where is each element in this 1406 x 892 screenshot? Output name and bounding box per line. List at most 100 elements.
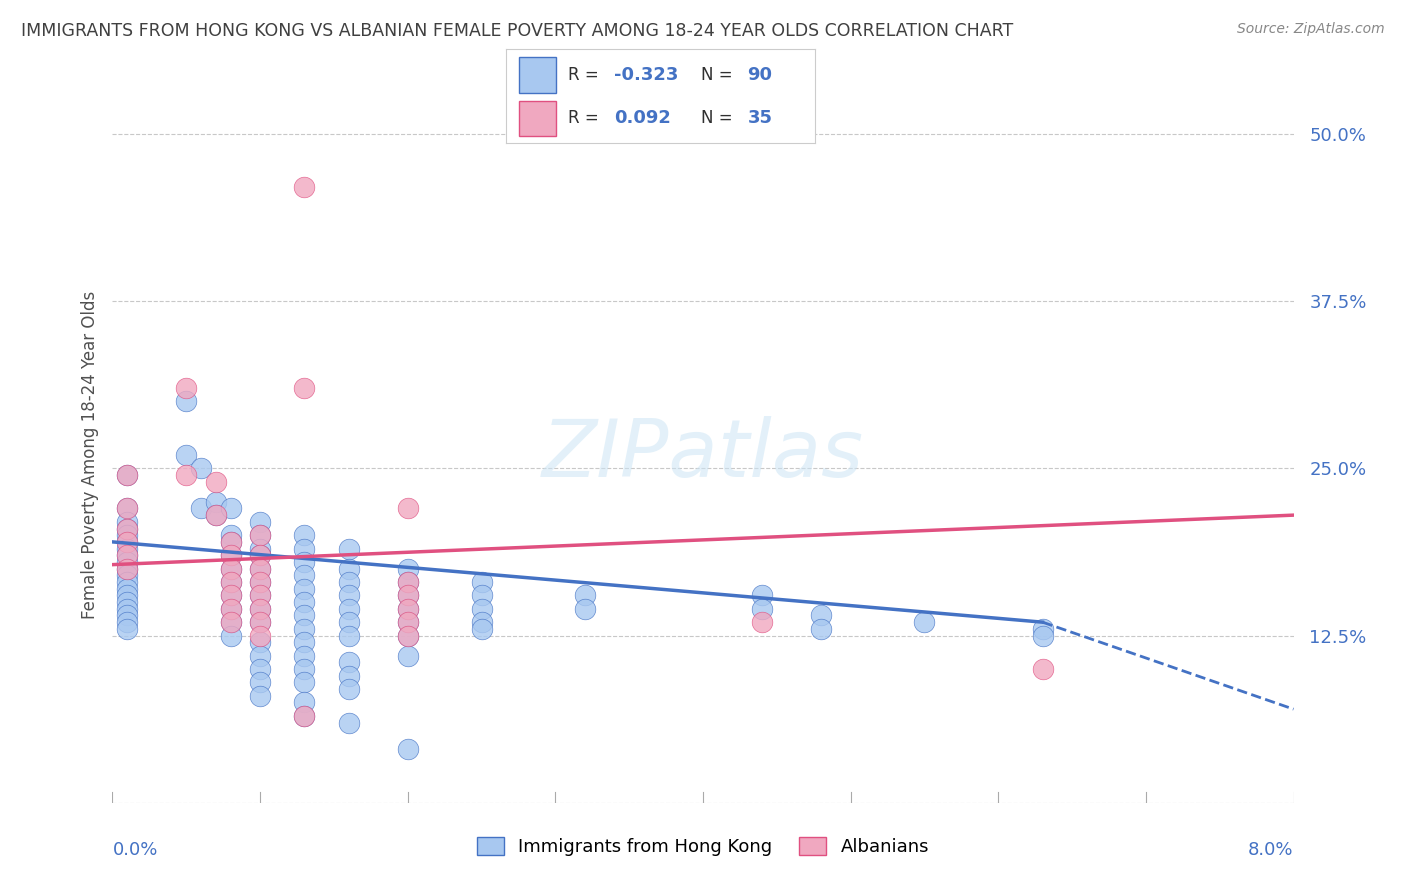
Point — [249, 562, 271, 576]
Point — [249, 515, 271, 529]
FancyBboxPatch shape — [519, 57, 555, 93]
Point — [117, 541, 138, 556]
Point — [117, 622, 138, 636]
Point — [249, 602, 271, 616]
Point — [396, 615, 419, 630]
Text: N =: N = — [702, 110, 738, 128]
Point — [337, 655, 360, 669]
Point — [174, 448, 197, 462]
Point — [337, 589, 360, 603]
Point — [249, 662, 271, 676]
Point — [292, 708, 315, 723]
Point — [810, 622, 832, 636]
Point — [219, 535, 242, 549]
Point — [117, 501, 138, 516]
Point — [337, 615, 360, 630]
Point — [396, 575, 419, 590]
Point — [190, 501, 212, 516]
Point — [292, 180, 315, 194]
Point — [396, 628, 419, 642]
Point — [219, 501, 242, 516]
Point — [219, 575, 242, 590]
Point — [810, 608, 832, 623]
Point — [751, 602, 773, 616]
Point — [249, 602, 271, 616]
Text: ZIPatlas: ZIPatlas — [541, 416, 865, 494]
Point — [574, 602, 596, 616]
Point — [219, 548, 242, 563]
Point — [117, 595, 138, 609]
Legend: Immigrants from Hong Kong, Albanians: Immigrants from Hong Kong, Albanians — [470, 830, 936, 863]
Point — [219, 589, 242, 603]
Point — [219, 562, 242, 576]
Point — [337, 715, 360, 730]
Point — [396, 628, 419, 642]
Text: Source: ZipAtlas.com: Source: ZipAtlas.com — [1237, 22, 1385, 37]
Point — [174, 381, 197, 395]
Point — [117, 562, 138, 576]
Point — [396, 562, 419, 576]
Point — [337, 681, 360, 696]
Point — [249, 675, 271, 690]
Point — [117, 548, 138, 563]
Point — [471, 602, 494, 616]
Text: R =: R = — [568, 66, 605, 84]
Point — [292, 662, 315, 676]
Point — [292, 582, 315, 596]
Point — [292, 608, 315, 623]
Point — [292, 541, 315, 556]
Text: N =: N = — [702, 66, 738, 84]
Point — [249, 548, 271, 563]
Point — [249, 528, 271, 542]
Point — [117, 582, 138, 596]
Y-axis label: Female Poverty Among 18-24 Year Olds: Female Poverty Among 18-24 Year Olds — [80, 291, 98, 619]
Point — [396, 602, 419, 616]
Point — [1032, 622, 1054, 636]
Point — [292, 635, 315, 649]
Point — [337, 669, 360, 683]
Point — [396, 742, 419, 756]
Point — [292, 622, 315, 636]
Point — [219, 528, 242, 542]
Point — [219, 575, 242, 590]
Point — [292, 675, 315, 690]
Point — [292, 696, 315, 710]
Point — [249, 575, 271, 590]
Point — [117, 608, 138, 623]
Point — [249, 562, 271, 576]
Point — [292, 528, 315, 542]
Point — [219, 589, 242, 603]
Point — [471, 622, 494, 636]
Point — [117, 521, 138, 535]
Point — [471, 589, 494, 603]
Text: 8.0%: 8.0% — [1249, 841, 1294, 859]
Point — [396, 589, 419, 603]
Point — [117, 548, 138, 563]
Point — [117, 568, 138, 582]
Point — [117, 555, 138, 569]
Point — [117, 589, 138, 603]
Point — [396, 589, 419, 603]
Text: R =: R = — [568, 110, 609, 128]
Point — [117, 615, 138, 630]
Point — [117, 535, 138, 549]
Text: -0.323: -0.323 — [614, 66, 679, 84]
Point — [219, 535, 242, 549]
Text: IMMIGRANTS FROM HONG KONG VS ALBANIAN FEMALE POVERTY AMONG 18-24 YEAR OLDS CORRE: IMMIGRANTS FROM HONG KONG VS ALBANIAN FE… — [21, 22, 1014, 40]
Point — [337, 541, 360, 556]
Point — [337, 562, 360, 576]
Point — [337, 628, 360, 642]
Text: 35: 35 — [748, 110, 772, 128]
Point — [117, 468, 138, 483]
Point — [205, 494, 228, 508]
Point — [219, 548, 242, 563]
Point — [117, 521, 138, 535]
Point — [1032, 662, 1054, 676]
Point — [249, 589, 271, 603]
Point — [396, 575, 419, 590]
Point — [117, 575, 138, 590]
Point — [396, 602, 419, 616]
Point — [751, 615, 773, 630]
Point — [117, 515, 138, 529]
Point — [117, 501, 138, 516]
